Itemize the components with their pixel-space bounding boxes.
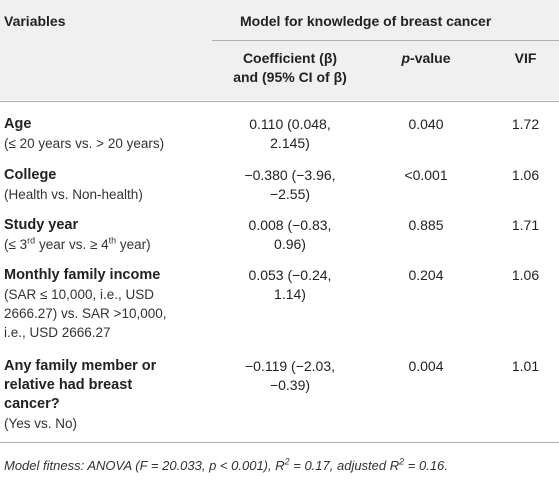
header-variables: Variables xyxy=(4,13,66,29)
variable-desc: i.e., USD 2666.27 xyxy=(4,325,111,340)
row-coef: −0.380 (−3.96, −2.55) xyxy=(212,166,368,204)
coef-line1: −0.119 (−2.03, xyxy=(244,358,336,374)
coef-line1: 0.110 (0.048, xyxy=(249,116,331,132)
variable-desc: (Health vs. Non-health) xyxy=(4,187,143,202)
coef-line1: −0.380 (−3.96, xyxy=(244,167,336,183)
row-pvalue: <0.001 xyxy=(404,167,448,183)
variable-name: relative had breast xyxy=(4,377,133,393)
table-header-sub: Coefficient (β) and (95% CI of β) p-valu… xyxy=(0,44,559,100)
header-pvalue-label: -value xyxy=(410,50,451,66)
variable-desc: 2666.27) vs. SAR >10,000, xyxy=(4,306,167,321)
desc-sup: rd xyxy=(27,235,36,246)
header-coef-line2: and (95% CI of β) xyxy=(233,69,347,85)
variable-name: Monthly family income xyxy=(4,267,161,283)
row-coef: 0.053 (−0.24, 1.14) xyxy=(212,266,368,304)
variable-name: Any family member or xyxy=(4,358,157,374)
header-coef-line1: Coefficient (β) xyxy=(242,50,338,66)
row-coef: 0.008 (−0.83, 0.96) xyxy=(212,216,368,254)
table-header-top: Variables Model for knowledge of breast … xyxy=(0,0,559,44)
footnote-middle: = 0.17, adjusted R xyxy=(289,458,400,473)
desc-part: year) xyxy=(116,237,151,252)
row-coef: 0.110 (0.048, 2.145) xyxy=(212,115,368,153)
variable-name: College xyxy=(4,167,57,183)
header-model-group: Model for knowledge of breast cancer xyxy=(240,13,492,29)
footnote-sup: 2 xyxy=(399,456,405,467)
variable-desc: (≤ 20 years vs. > 20 years) xyxy=(4,136,165,151)
desc-part: (≤ 3 xyxy=(4,237,28,252)
header-coef: Coefficient (β) and (95% CI of β) xyxy=(212,49,368,87)
row-variable: Age (≤ 20 years vs. > 20 years) xyxy=(4,115,164,153)
coef-line2: 0.96) xyxy=(274,236,306,252)
coef-line2: 2.145) xyxy=(270,135,310,151)
row-vif: 1.71 xyxy=(511,217,540,233)
variable-name: Age xyxy=(4,116,32,132)
desc-sup: th xyxy=(108,235,117,246)
coef-line2: 1.14) xyxy=(274,286,306,302)
row-vif: 1.06 xyxy=(511,267,540,283)
coef-line1: 0.053 (−0.24, xyxy=(248,267,332,283)
footnote-suffix: = 0.16. xyxy=(404,458,448,473)
row-variable: Monthly family income (SAR ≤ 10,000, i.e… xyxy=(4,266,166,342)
header-bottom-rule xyxy=(0,101,559,102)
row-vif: 1.06 xyxy=(511,167,540,183)
variable-name: cancer? xyxy=(4,396,60,412)
row-coef: −0.119 (−2.03, −0.39) xyxy=(212,357,368,395)
coef-line2: −2.55) xyxy=(269,186,311,202)
variable-desc: (SAR ≤ 10,000, i.e., USD xyxy=(4,287,154,302)
footnote-prefix: Model fitness: ANOVA (F = 20.033, p < 0.… xyxy=(4,458,285,473)
table-bottom-rule xyxy=(0,442,559,443)
header-vif: VIF xyxy=(514,50,537,66)
variable-desc: (Yes vs. No) xyxy=(4,416,78,431)
row-variable: Study year (≤ 3rd year vs. ≥ 4th year) xyxy=(4,216,151,254)
header-pvalue: p-value xyxy=(372,49,480,68)
header-pvalue-p: p xyxy=(401,50,411,66)
row-vif: 1.01 xyxy=(511,358,540,374)
coef-line1: 0.008 (−0.83, xyxy=(248,217,332,233)
footnote-sup: 2 xyxy=(284,456,290,467)
coef-line2: −0.39) xyxy=(269,377,311,393)
desc-part: year vs. ≥ 4 xyxy=(35,237,109,252)
row-pvalue: 0.004 xyxy=(408,358,444,374)
row-pvalue: 0.040 xyxy=(408,116,444,132)
variable-desc: (≤ 3rd year vs. ≥ 4th year) xyxy=(4,235,151,254)
row-vif: 1.72 xyxy=(511,116,540,132)
row-variable: College (Health vs. Non-health) xyxy=(4,166,143,204)
row-variable: Any family member or relative had breast… xyxy=(4,357,156,433)
row-pvalue: 0.204 xyxy=(408,267,444,283)
table-footnote: Model fitness: ANOVA (F = 20.033, p < 0.… xyxy=(4,456,556,475)
row-pvalue: 0.885 xyxy=(408,217,444,233)
regression-table: Variables Model for knowledge of breast … xyxy=(0,0,559,443)
variable-name: Study year xyxy=(4,217,79,233)
header-divider xyxy=(212,40,559,41)
